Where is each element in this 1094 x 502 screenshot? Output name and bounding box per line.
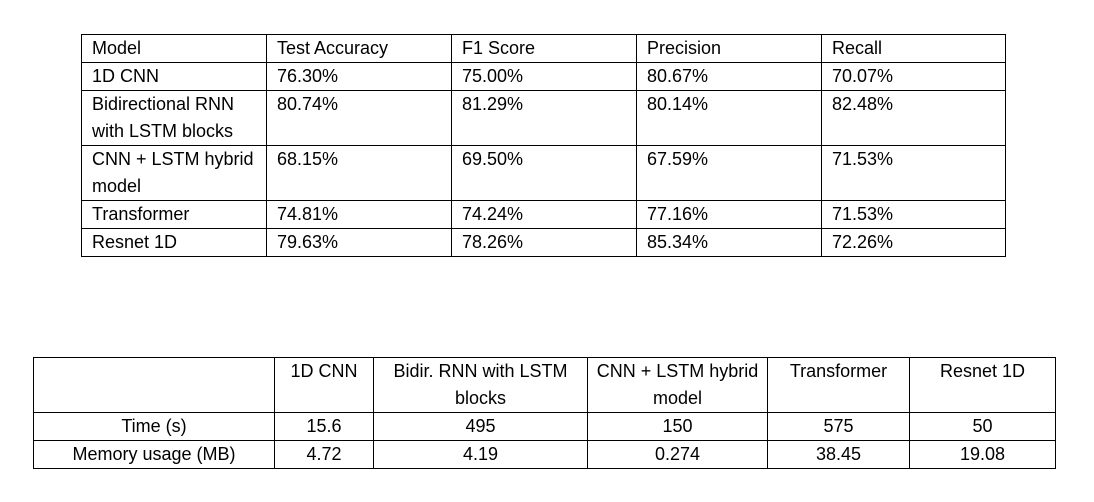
table-cell: 38.45 bbox=[767, 440, 910, 469]
table-cell: 71.53% bbox=[821, 200, 1006, 229]
table-cell: 74.81% bbox=[266, 200, 452, 229]
table-cell: 82.48% bbox=[821, 90, 1006, 146]
header-cell: Precision bbox=[636, 34, 822, 63]
header-cell: Model bbox=[81, 34, 267, 63]
table-cell: 76.30% bbox=[266, 62, 452, 91]
table-row: Transformer 74.81% 74.24% 77.16% 71.53% bbox=[81, 200, 1006, 229]
table-cell: CNN + LSTM hybrid model bbox=[81, 145, 267, 201]
table-cell: 67.59% bbox=[636, 145, 822, 201]
table-cell: 80.67% bbox=[636, 62, 822, 91]
resource-usage-table: 1D CNN Bidir. RNN with LSTM blocks CNN +… bbox=[33, 357, 1056, 469]
table-row: Time (s) 15.6 495 150 575 50 bbox=[33, 412, 1056, 441]
table-cell: Resnet 1D bbox=[81, 228, 267, 257]
header-cell: Transformer bbox=[767, 357, 910, 413]
table-cell: 150 bbox=[587, 412, 768, 441]
header-cell: Resnet 1D bbox=[909, 357, 1056, 413]
table-cell: 77.16% bbox=[636, 200, 822, 229]
table-row: Memory usage (MB) 4.72 4.19 0.274 38.45 … bbox=[33, 440, 1056, 469]
table-cell: 50 bbox=[909, 412, 1056, 441]
header-cell: F1 Score bbox=[451, 34, 637, 63]
table-cell: 68.15% bbox=[266, 145, 452, 201]
table-row: Resnet 1D 79.63% 78.26% 85.34% 72.26% bbox=[81, 228, 1006, 257]
table-cell: Memory usage (MB) bbox=[33, 440, 275, 469]
table-cell: 1D CNN bbox=[81, 62, 267, 91]
table-cell: 69.50% bbox=[451, 145, 637, 201]
header-cell: Recall bbox=[821, 34, 1006, 63]
table-cell: 495 bbox=[373, 412, 588, 441]
table-cell: 80.14% bbox=[636, 90, 822, 146]
model-metrics-table: Model Test Accuracy F1 Score Precision R… bbox=[81, 34, 1006, 257]
table-cell: 71.53% bbox=[821, 145, 1006, 201]
table-cell: 81.29% bbox=[451, 90, 637, 146]
table-cell: Time (s) bbox=[33, 412, 275, 441]
table-cell: 19.08 bbox=[909, 440, 1056, 469]
table-cell: 79.63% bbox=[266, 228, 452, 257]
table-row: Bidirectional RNN with LSTM blocks 80.74… bbox=[81, 90, 1006, 146]
header-cell: Bidir. RNN with LSTM blocks bbox=[373, 357, 588, 413]
table-cell: 575 bbox=[767, 412, 910, 441]
header-cell: Test Accuracy bbox=[266, 34, 452, 63]
table-header-row: Model Test Accuracy F1 Score Precision R… bbox=[81, 34, 1006, 63]
table-row: CNN + LSTM hybrid model 68.15% 69.50% 67… bbox=[81, 145, 1006, 201]
table-row: 1D CNN 76.30% 75.00% 80.67% 70.07% bbox=[81, 62, 1006, 91]
table-cell: 75.00% bbox=[451, 62, 637, 91]
table-cell: 4.72 bbox=[274, 440, 374, 469]
table-cell: 80.74% bbox=[266, 90, 452, 146]
table-cell: 85.34% bbox=[636, 228, 822, 257]
table-cell: 78.26% bbox=[451, 228, 637, 257]
header-cell: CNN + LSTM hybrid model bbox=[587, 357, 768, 413]
table-cell: Transformer bbox=[81, 200, 267, 229]
table-header-row: 1D CNN Bidir. RNN with LSTM blocks CNN +… bbox=[33, 357, 1056, 413]
table-cell: 15.6 bbox=[274, 412, 374, 441]
header-cell: 1D CNN bbox=[274, 357, 374, 413]
table-cell: 74.24% bbox=[451, 200, 637, 229]
table-cell: 72.26% bbox=[821, 228, 1006, 257]
table-cell: 70.07% bbox=[821, 62, 1006, 91]
header-cell bbox=[33, 357, 275, 413]
table-cell: Bidirectional RNN with LSTM blocks bbox=[81, 90, 267, 146]
table-cell: 0.274 bbox=[587, 440, 768, 469]
table-cell: 4.19 bbox=[373, 440, 588, 469]
